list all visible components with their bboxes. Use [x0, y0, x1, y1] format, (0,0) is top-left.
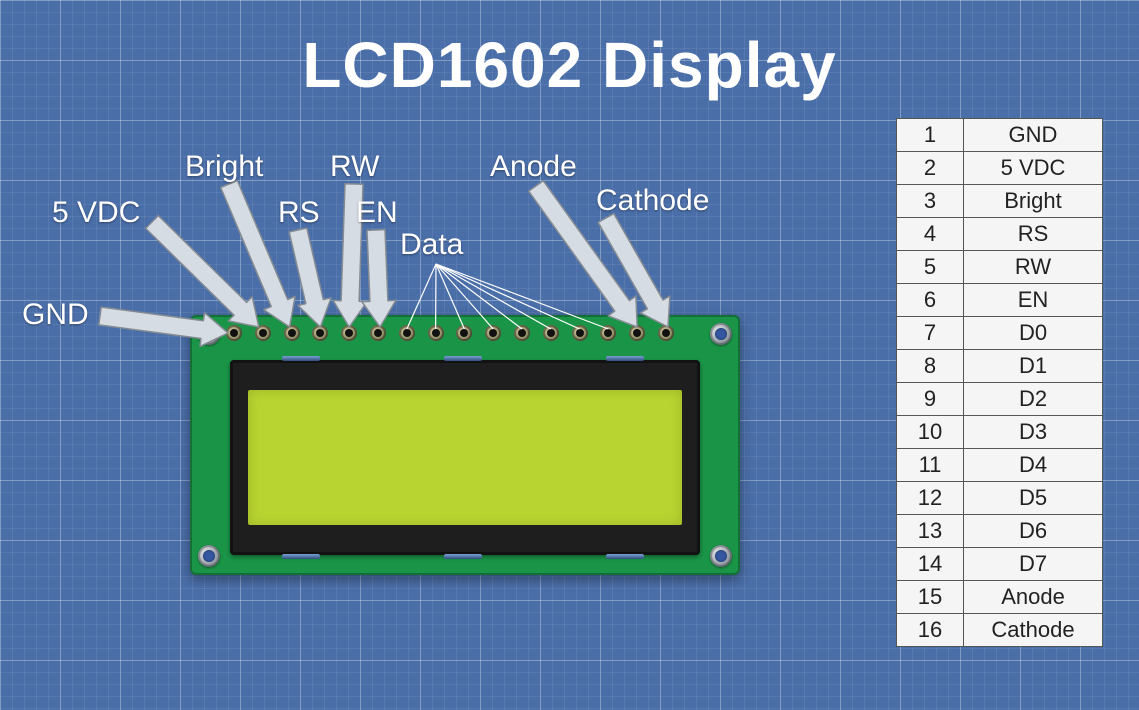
pin-name: D2 — [964, 383, 1103, 416]
pin-name: D5 — [964, 482, 1103, 515]
pin-hole — [629, 325, 645, 341]
pin-name: D6 — [964, 515, 1103, 548]
label-rw: RW — [330, 150, 379, 184]
mounting-screw — [710, 323, 732, 345]
label-anode: Anode — [490, 150, 577, 184]
table-row: 16Cathode — [897, 614, 1103, 647]
mounting-screw — [710, 545, 732, 567]
pin-name: D7 — [964, 548, 1103, 581]
table-row: 11D4 — [897, 449, 1103, 482]
pin-hole — [485, 325, 501, 341]
pin-number: 5 — [897, 251, 964, 284]
pin-number: 16 — [897, 614, 964, 647]
table-row: 14D7 — [897, 548, 1103, 581]
label-5vdc: 5 VDC — [52, 196, 140, 230]
pin-name: RW — [964, 251, 1103, 284]
pin-number: 9 — [897, 383, 964, 416]
mounting-screw — [198, 323, 220, 345]
bezel-tab — [606, 356, 644, 361]
table-row: 13D6 — [897, 515, 1103, 548]
table-row: 6EN — [897, 284, 1103, 317]
pin-hole — [399, 325, 415, 341]
table-row: 5RW — [897, 251, 1103, 284]
pin-name: D4 — [964, 449, 1103, 482]
bezel-tab — [282, 356, 320, 361]
pin-hole — [514, 325, 530, 341]
table-row: 4RS — [897, 218, 1103, 251]
stage: LCD1602 Display 1GND25 VDC3Bright4RS5RW6… — [0, 0, 1139, 710]
pin-name: GND — [964, 119, 1103, 152]
bezel-tab — [444, 356, 482, 361]
label-cathode: Cathode — [596, 184, 709, 218]
bezel-tab — [444, 554, 482, 559]
pin-number: 8 — [897, 350, 964, 383]
pin-hole — [284, 325, 300, 341]
pin-hole — [600, 325, 616, 341]
pin-number: 6 — [897, 284, 964, 317]
table-row: 3Bright — [897, 185, 1103, 218]
pin-number: 10 — [897, 416, 964, 449]
pin-hole — [255, 325, 271, 341]
pin-name: Bright — [964, 185, 1103, 218]
bezel-tab — [282, 554, 320, 559]
lcd-screen — [248, 390, 682, 525]
table-row: 15Anode — [897, 581, 1103, 614]
pin-hole — [370, 325, 386, 341]
pin-hole — [341, 325, 357, 341]
table-row: 10D3 — [897, 416, 1103, 449]
pin-number: 11 — [897, 449, 964, 482]
pin-number: 15 — [897, 581, 964, 614]
page-title: LCD1602 Display — [0, 28, 1139, 102]
pin-name: D0 — [964, 317, 1103, 350]
pin-number: 3 — [897, 185, 964, 218]
table-row: 8D1 — [897, 350, 1103, 383]
pin-number: 13 — [897, 515, 964, 548]
pin-hole — [658, 325, 674, 341]
label-rs: RS — [278, 196, 320, 230]
label-bright: Bright — [185, 150, 263, 184]
pin-number: 4 — [897, 218, 964, 251]
pin-name: RS — [964, 218, 1103, 251]
lcd-module — [190, 315, 740, 575]
label-en: EN — [356, 196, 398, 230]
pin-number: 7 — [897, 317, 964, 350]
pin-name: EN — [964, 284, 1103, 317]
pin-name: 5 VDC — [964, 152, 1103, 185]
pin-hole — [543, 325, 559, 341]
table-row: 1GND — [897, 119, 1103, 152]
label-gnd: GND — [22, 298, 89, 332]
pin-number: 1 — [897, 119, 964, 152]
pin-hole — [456, 325, 472, 341]
pin-hole — [428, 325, 444, 341]
pin-number: 12 — [897, 482, 964, 515]
pin-name: D3 — [964, 416, 1103, 449]
pin-name: D1 — [964, 350, 1103, 383]
pin-number: 14 — [897, 548, 964, 581]
pinout-table: 1GND25 VDC3Bright4RS5RW6EN7D08D19D210D31… — [896, 118, 1103, 647]
pin-hole — [226, 325, 242, 341]
bezel-tab — [606, 554, 644, 559]
mounting-screw — [198, 545, 220, 567]
pin-hole — [572, 325, 588, 341]
table-row: 25 VDC — [897, 152, 1103, 185]
pin-name: Anode — [964, 581, 1103, 614]
pin-name: Cathode — [964, 614, 1103, 647]
table-row: 12D5 — [897, 482, 1103, 515]
table-row: 9D2 — [897, 383, 1103, 416]
table-row: 7D0 — [897, 317, 1103, 350]
pin-number: 2 — [897, 152, 964, 185]
pin-hole — [312, 325, 328, 341]
label-data: Data — [400, 228, 463, 262]
